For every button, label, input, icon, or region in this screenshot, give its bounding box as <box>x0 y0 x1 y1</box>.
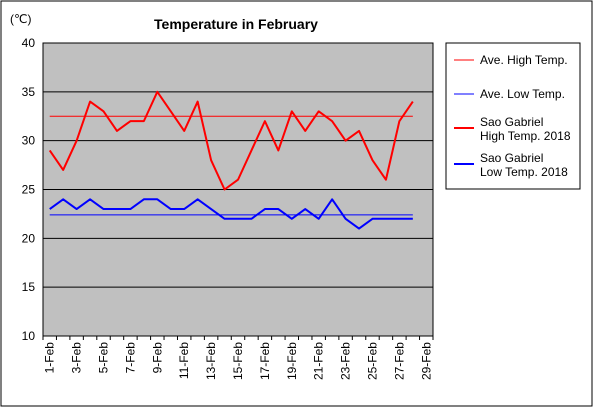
chart-title: Temperature in February <box>154 16 318 32</box>
x-tick-label: 19-Feb <box>285 342 299 380</box>
y-tick-label: 40 <box>22 36 36 50</box>
legend-label-2: Sao Gabriel <box>480 115 543 129</box>
y-tick-label: 30 <box>22 134 36 148</box>
y-tick-label: 25 <box>22 183 36 197</box>
x-tick-label: 7-Feb <box>123 342 137 374</box>
series-line-3 <box>49 198 413 230</box>
legend-label-0: Ave. High Temp. <box>480 53 568 67</box>
x-tick-label: 11-Feb <box>177 342 191 379</box>
y-axis-unit-label: (℃) <box>10 12 31 26</box>
y-tick-label: 10 <box>22 329 36 343</box>
x-tick-label: 15-Feb <box>231 342 245 380</box>
x-tick-label: 27-Feb <box>392 342 406 380</box>
legend-label-3: Low Temp. 2018 <box>480 165 568 179</box>
legend-label-1: Ave. Low Temp. <box>480 87 565 101</box>
x-tick-label: 23-Feb <box>339 342 353 380</box>
x-tick-label: 25-Feb <box>365 342 379 380</box>
legend: Ave. High Temp. Ave. Low Temp. Sao Gabriel… <box>445 42 581 190</box>
legend-label-2: High Temp. 2018 <box>480 129 571 143</box>
y-tick-label: 35 <box>22 85 36 99</box>
x-tick-label: 21-Feb <box>312 342 326 380</box>
x-tick-label: 9-Feb <box>150 342 164 374</box>
series-line-2 <box>48 90 414 191</box>
x-tick-label: 13-Feb <box>204 342 218 380</box>
x-tick-label: 5-Feb <box>97 342 111 374</box>
x-tick-label: 3-Feb <box>70 342 84 374</box>
x-tick-label: 17-Feb <box>258 342 272 380</box>
y-tick-label: 20 <box>22 231 36 245</box>
plot-area: 10 15 20 25 30 35 40 1-Feb 3-Feb 5-Feb 7-Feb 9-Feb 1… <box>22 36 434 380</box>
x-tick-label: 29-Feb <box>419 342 433 380</box>
x-tick-label: 1-Feb <box>43 342 57 374</box>
y-tick-label: 15 <box>22 280 36 294</box>
legend-label-3: Sao Gabriel <box>480 151 543 165</box>
